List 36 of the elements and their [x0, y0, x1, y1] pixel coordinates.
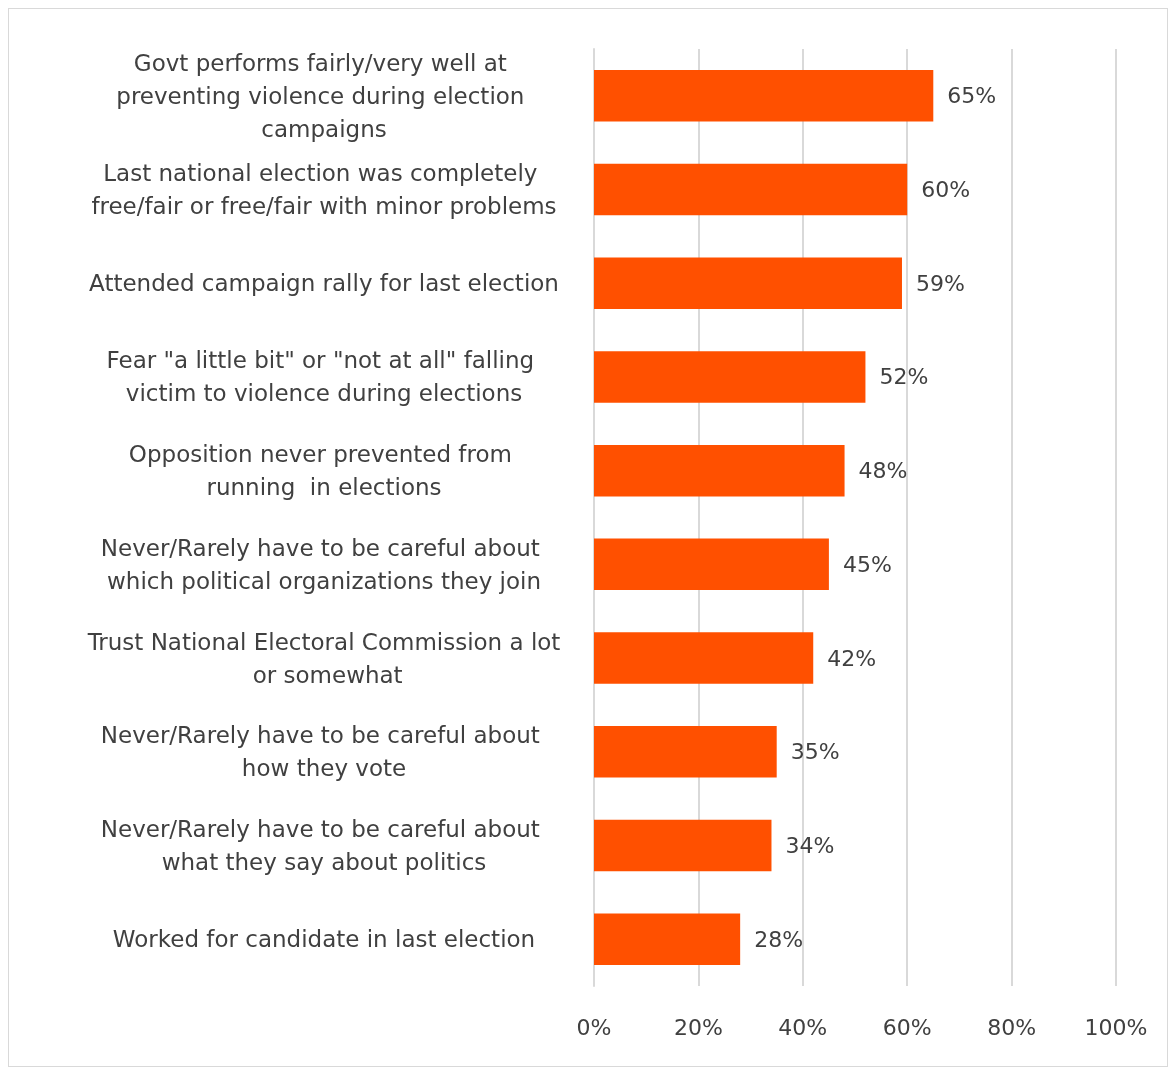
data-label: 48%	[858, 458, 908, 484]
x-tick-label: 40%	[778, 1014, 828, 1040]
y-tick-label: Fear "a little bit" or "not at all" falling victim to violence during elections	[106, 347, 542, 407]
y-tick-label: Attended campaign rally for last election	[89, 270, 559, 297]
data-label: 28%	[754, 926, 804, 952]
bar	[594, 163, 908, 216]
y-tick-label: Never/Rarely have to be careful about what they say about politics	[100, 815, 548, 875]
y-tick-label: Govt performs fairly/very well at preventing violence during election campaigns	[116, 49, 532, 142]
y-tick-label: Worked for candidate in last election	[112, 926, 536, 953]
y-tick-label: Opposition never prevented from running in elections	[128, 441, 520, 501]
x-tick-label: 0%	[576, 1014, 612, 1040]
data-label: 34%	[785, 832, 835, 858]
y-tick-label: Never/Rarely have to be careful about which political organizations they join	[100, 534, 548, 594]
bar	[594, 257, 902, 310]
data-label: 59%	[915, 270, 965, 296]
bar	[594, 538, 829, 591]
y-tick-label: Never/Rarely have to be careful about how they vote	[100, 722, 548, 782]
data-label: 60%	[921, 177, 971, 203]
data-label: 35%	[790, 739, 840, 765]
x-tick-label: 80%	[987, 1014, 1037, 1040]
bar	[594, 819, 772, 872]
data-label: 65%	[947, 83, 997, 109]
x-tick-label: 100%	[1084, 1014, 1148, 1040]
bar	[594, 725, 777, 778]
bar	[594, 632, 814, 684]
bar	[594, 70, 934, 122]
y-tick-label: Last national election was completely free/fair or free/fair with minor problems	[91, 160, 557, 220]
bar	[594, 351, 866, 403]
bar	[594, 444, 845, 497]
data-label: 52%	[879, 364, 929, 390]
x-tick-label: 20%	[673, 1014, 723, 1040]
y-tick-label: Trust National Electoral Commission a lot or somewhat	[86, 628, 561, 688]
x-tick-label: 60%	[882, 1014, 932, 1040]
data-label: 42%	[827, 645, 877, 671]
data-label: 45%	[842, 551, 892, 577]
bar	[594, 913, 741, 965]
